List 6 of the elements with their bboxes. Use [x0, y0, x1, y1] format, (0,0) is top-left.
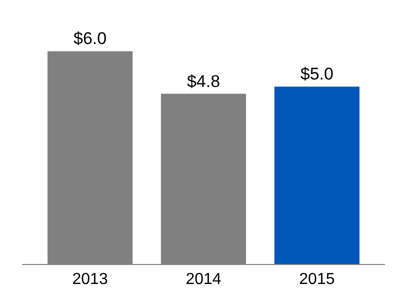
data-label: $6.0 — [74, 29, 107, 48]
data-label: $5.0 — [300, 64, 334, 84]
data-label: $4.8 — [186, 72, 220, 91]
x-tick-label: 2015 — [299, 271, 335, 288]
x-tick-label: 2013 — [72, 271, 108, 288]
x-tick-label: 2014 — [186, 271, 222, 288]
